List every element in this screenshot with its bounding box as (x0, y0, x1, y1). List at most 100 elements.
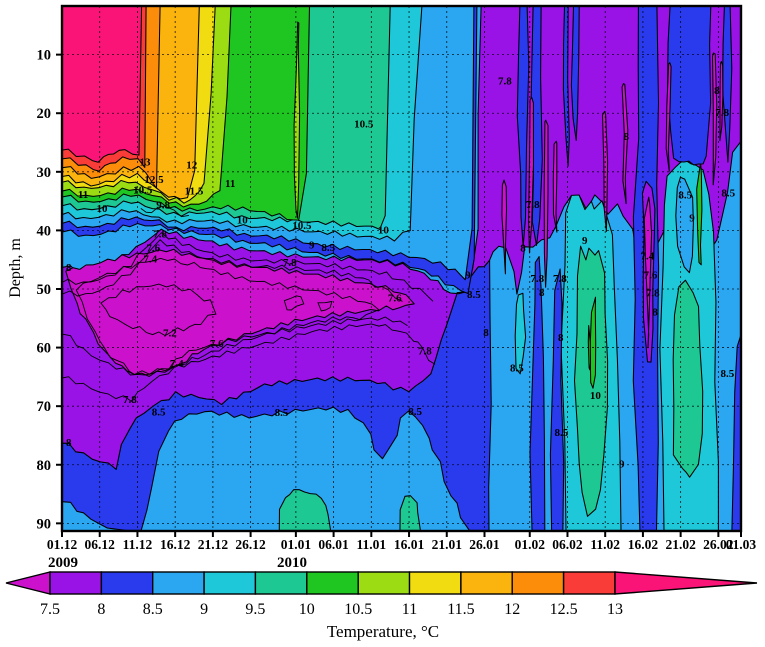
feb-magenta-sliver (501, 179, 508, 275)
contour-label: 8 (520, 243, 526, 255)
axes: 01.12 06.12 11.12 16.12 21.12 26.12 01.01 06.01… (37, 48, 757, 552)
contour-label: 7.4 (143, 254, 157, 266)
contour-label: 9 (582, 235, 588, 247)
feb-green-sliver (587, 324, 592, 371)
contour-label: 7.2 (163, 327, 177, 339)
contour-label: 8.5 (275, 407, 289, 419)
feb-green-sliver (589, 296, 597, 389)
contour-label: 8 (66, 262, 72, 274)
feb-magenta-stripe (711, 52, 718, 186)
x-tick-label: 01.02 (515, 537, 546, 552)
colorbar-segment (460, 571, 513, 595)
x-tick-label: 16.12 (160, 537, 191, 552)
y-tick-label: 50 (37, 282, 52, 298)
contour-label: 7.4 (641, 251, 655, 263)
contour-lines (62, 205, 436, 402)
y-tick-label: 20 (37, 106, 52, 122)
feb-magenta-stripe (719, 60, 724, 142)
contour-label: 8.5 (408, 406, 422, 418)
contour-label: 10 (590, 390, 602, 402)
contour-label: 10 (378, 224, 390, 236)
contour-label: 11 (78, 189, 88, 201)
contour-label: 10.5 (354, 118, 374, 130)
feb-magenta-stripe (543, 119, 549, 288)
contour-line (140, 205, 189, 218)
contour-label: 11 (225, 178, 235, 190)
contour-label: 9.8 (156, 200, 170, 212)
colorbar-segment (511, 571, 565, 595)
grid-lines (62, 6, 741, 531)
x-tick-label: 06.01 (318, 537, 349, 552)
y-tick-label: 80 (37, 458, 52, 474)
y-tick-label: 60 (37, 341, 52, 357)
contour-label: 10.5 (292, 220, 312, 232)
feb-surface-blue-stripe (530, 6, 543, 246)
contour-label: 7.4 (170, 358, 184, 370)
x-tick-label: 21.02 (665, 537, 696, 552)
feb-magenta-core (643, 196, 653, 349)
x-tick-label: 16.02 (628, 537, 659, 552)
y-tick-label: 30 (37, 165, 52, 181)
colorbar-segment (408, 571, 462, 595)
colorbar-segment (306, 571, 359, 595)
colorbar-segment (254, 571, 308, 595)
x-tick-label: 11.02 (590, 537, 620, 552)
contour-label: 8 (66, 437, 72, 449)
year-label-2009: 2009 (48, 555, 78, 571)
feb-cyan-blob (514, 292, 527, 375)
colorbar-tick-label: 12 (504, 601, 520, 618)
contour-label: 8.5 (152, 407, 166, 419)
contour-label: 12 (186, 159, 198, 171)
green-zone-tongue (293, 21, 301, 219)
contour-label: 8.5 (678, 190, 692, 202)
feb-teal-core (672, 279, 704, 478)
feb-magenta-stripe (552, 140, 558, 233)
contour-label: 8 (714, 85, 720, 97)
colorbar-segment (49, 571, 103, 595)
contour-label: 8 (539, 287, 545, 299)
contour-label: 7.8 (283, 257, 297, 269)
contour-label: 7.6 (146, 243, 160, 255)
contour-label: 7.8 (526, 199, 540, 211)
contour-label: 10.5 (133, 185, 153, 197)
contour-label: 8.5 (510, 363, 524, 375)
colorbar-left-arrow (5, 571, 51, 595)
feb-lightblue-blob (675, 176, 694, 274)
colorbar-tick-label: 13 (607, 601, 623, 618)
contour-line (62, 323, 436, 402)
contour-label: 8 (483, 327, 489, 339)
bottom-warm-patch (278, 489, 332, 531)
y-axis-title: Depth, m (7, 238, 24, 298)
contour-label: 8.5 (721, 368, 735, 380)
colorbar-segment (357, 571, 411, 595)
colorbar-segment (100, 571, 154, 595)
x-tick-label: 11.12 (123, 537, 153, 552)
colorbar-tick-label: 8 (97, 601, 105, 618)
colorbar-title: Temperature, °C (327, 622, 439, 641)
colorbar-tick-label: 11 (402, 601, 417, 618)
contour-label: 7.8 (123, 394, 137, 406)
contour-label: 7.8 (530, 273, 544, 285)
x-tick-label: 26.01 (469, 537, 500, 552)
contour-label: 7.8 (498, 76, 512, 88)
contour-line (62, 239, 403, 302)
contour-label: 9 (309, 240, 315, 252)
contour-label: 8 (624, 131, 630, 143)
contour-line-loop (75, 257, 380, 376)
contour-line-loop (100, 283, 217, 337)
contour-label: 8 (558, 332, 564, 344)
colorbar-tick-label: 10 (299, 601, 315, 618)
contour-label: 7.8 (646, 288, 660, 300)
contour-label: 12.5 (144, 174, 164, 186)
cold-core (65, 248, 415, 377)
x-tick-label: 01.01 (281, 537, 312, 552)
y-tick-label: 10 (37, 48, 52, 64)
feb-surface-blue-stripe (516, 6, 530, 247)
colorbar-tick-label: 9.5 (245, 601, 265, 618)
feb-blue-column (529, 256, 546, 531)
y-tick-label: 70 (37, 399, 52, 415)
band-above-13 (62, 6, 143, 163)
contour-label: 7.6 (388, 292, 402, 304)
contour-line (62, 316, 408, 376)
